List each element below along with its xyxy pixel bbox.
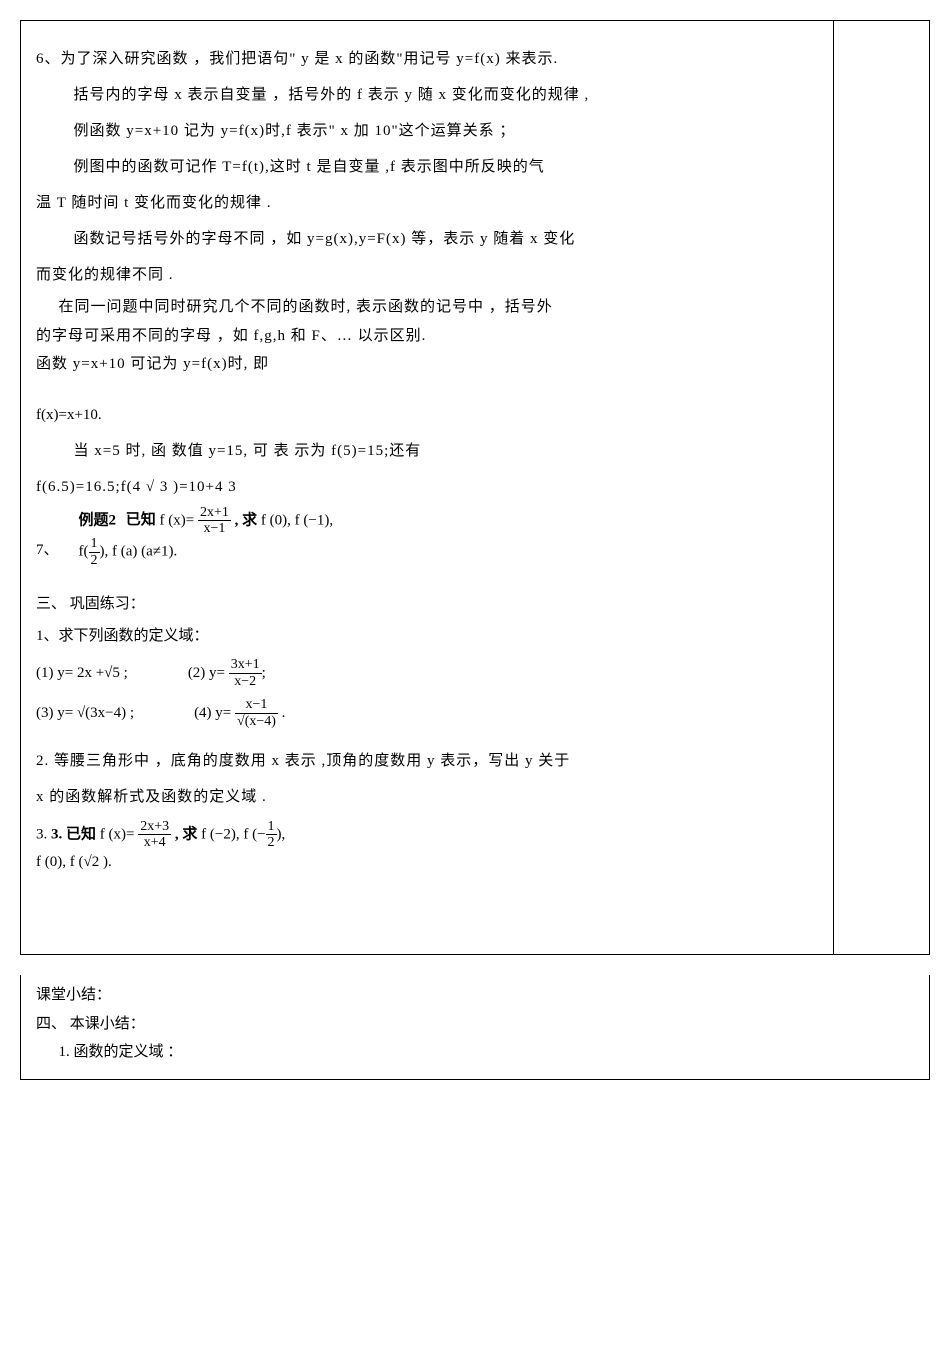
example2-line1: 例题2 已知 f (x)= 2x+1 x−1 , 求 f (0), f (−1)… <box>79 505 334 537</box>
q1: 1、求下列函数的定义域： <box>36 622 818 651</box>
ex2-f: f (x)= <box>160 512 195 528</box>
ex2-find: , 求 <box>235 512 258 528</box>
q1-4-l: (4) y= <box>194 705 231 721</box>
spacer <box>36 874 818 944</box>
ex2-l2b: ), f (a) (a≠1). <box>100 544 178 560</box>
q3-line2: f (0), f (√2 ). <box>36 850 818 874</box>
q1-row2: (3) y= √(3x−4) ; (4) y= x−1 √(x−4) . <box>36 695 818 731</box>
summary-section: 课堂小结： 四、 本课小结： 1. 函数的定义域 ： <box>20 975 930 1080</box>
q3-half: 1 2 <box>266 819 277 851</box>
p6-a: 括号内的字母 x 表示自变量 ，括号外的 f 表示 y 随 x 变化而变化的规律… <box>36 77 818 113</box>
q3-den: x+4 <box>138 835 171 850</box>
p6-f: 函数 y=x+10 可记为 y=f(x)时, 即 <box>36 350 818 379</box>
item7: 7、 <box>36 532 59 568</box>
q3-f: f (x)= <box>100 826 135 842</box>
p6-d2: 而变化的规律不同 . <box>36 257 818 293</box>
q1-4-num: x−1 <box>235 697 278 713</box>
q3-half-den: 2 <box>266 835 277 850</box>
side-column <box>834 21 929 954</box>
q1-1: (1) y= 2x +√5 ; <box>36 655 128 691</box>
example2-block: 例题2 已知 f (x)= 2x+1 x−1 , 求 f (0), f (−1)… <box>79 505 334 569</box>
example2-row: 7、 例题2 已知 f (x)= 2x+1 x−1 , 求 f (0), f (… <box>36 505 818 569</box>
p6-e: 在同一问题中同时研究几个不同的函数时, 表示函数的记号中 ，括号外 <box>36 293 818 322</box>
p6-b: 例函数 y=x+10 记为 y=f(x)时,f 表示" x 加 10"这个运算关… <box>36 113 818 149</box>
q3-frac: 2x+3 x+4 <box>138 819 171 851</box>
ex2-label: 例题2 <box>79 512 117 528</box>
q3-label: 3. 3. 已知 <box>36 826 96 842</box>
ex2-num: 2x+1 <box>198 505 231 521</box>
p6-c2: 温 T 随时间 t 变化而变化的规律 . <box>36 185 818 221</box>
q1-2-frac: 3x+1 x−2 <box>229 657 262 689</box>
q1-2-num: 3x+1 <box>229 657 262 673</box>
section3: 三、 巩固练习： <box>36 586 818 622</box>
fx-eq: f(x)=x+10. <box>36 397 818 433</box>
when-x5: 当 x=5 时, 函 数值 y=15, 可 表 示为 f(5)=15;还有 <box>36 433 818 469</box>
q3-rest: f (−2), f (− <box>201 826 265 842</box>
ex2-frac: 2x+1 x−1 <box>198 505 231 537</box>
q3-num: 2x+3 <box>138 819 171 835</box>
q1-3: (3) y= √(3x−4) ; <box>36 695 134 731</box>
p6-d: 函数记号括号外的字母不同 ，如 y=g(x),y=F(x) 等，表示 y 随着 … <box>36 221 818 257</box>
p6-e2: 的字母可采用不同的字母 ，如 f,g,h 和 F、… 以示区别. <box>36 322 818 351</box>
p6-c: 例图中的函数可记作 T=f(t),这时 t 是自变量 ,f 表示图中所反映的气 <box>36 149 818 185</box>
main-column: 6、为了深入研究函数 ，我们把语句" y 是 x 的函数"用记号 y=f(x) … <box>21 21 834 954</box>
q3-rest2: ), <box>277 826 286 842</box>
ex2-rest: f (0), f (−1), <box>261 512 333 528</box>
summary-1: 四、 本课小结： <box>36 1010 914 1039</box>
page-frame: 6、为了深入研究函数 ，我们把语句" y 是 x 的函数"用记号 y=f(x) … <box>20 20 930 955</box>
q1-2-l: (2) y= <box>188 665 225 681</box>
q3-line1: 3. 3. 已知 f (x)= 2x+3 x+4 , 求 f (−2), f (… <box>36 819 818 851</box>
q2b: x 的函数解析式及函数的定义域 . <box>36 779 818 815</box>
ex2-half-den: 2 <box>89 553 100 568</box>
ex2-den: x−1 <box>198 521 231 536</box>
ex2-l2a: f( <box>79 544 89 560</box>
ex2-half-num: 1 <box>89 536 100 552</box>
q3-half-num: 1 <box>266 819 277 835</box>
ex2-half: 1 2 <box>89 536 100 568</box>
q1-4: (4) y= x−1 √(x−4) . <box>194 695 285 731</box>
q1-2: (2) y= 3x+1 x−2 ; <box>188 655 266 691</box>
q1-row1: (1) y= 2x +√5 ; (2) y= 3x+1 x−2 ; <box>36 655 818 691</box>
q2: 2. 等腰三角形中 ，底角的度数用 x 表示 ,顶角的度数用 y 表示，写出 y… <box>36 743 818 779</box>
q1-4-den: √(x−4) <box>235 714 278 729</box>
p6-lead: 6、为了深入研究函数 ，我们把语句" y 是 x 的函数"用记号 y=f(x) … <box>36 41 818 77</box>
f65: f(6.5)=16.5;f(4 √ 3 )=10+4 3 <box>36 469 818 505</box>
summary-h: 课堂小结： <box>36 981 914 1010</box>
q3-find: , 求 <box>175 826 198 842</box>
summary-2: 1. 函数的定义域 ： <box>36 1038 914 1067</box>
q1-2-den: x−2 <box>229 674 262 689</box>
example2-line2: f( 1 2 ), f (a) (a≠1). <box>79 536 334 568</box>
q1-4-frac: x−1 √(x−4) <box>235 697 278 729</box>
ex2-known: 已知 <box>126 512 156 528</box>
